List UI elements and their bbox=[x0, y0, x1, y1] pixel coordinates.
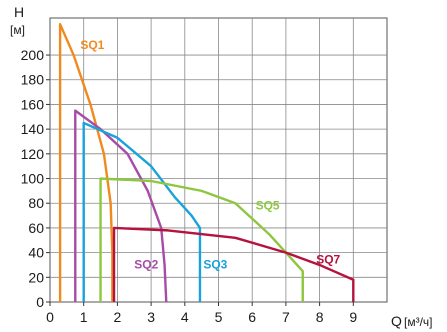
y-tick-label: 60 bbox=[28, 220, 44, 236]
series-line-sq2 bbox=[74, 109, 168, 302]
x-tick-label: 9 bbox=[349, 309, 357, 325]
x-tick-label: 8 bbox=[316, 309, 324, 325]
y-tick-label: 40 bbox=[28, 245, 44, 261]
y-tick-label: 140 bbox=[21, 121, 45, 137]
x-tick-label: 2 bbox=[114, 309, 122, 325]
x-tick-label: 3 bbox=[147, 309, 155, 325]
y-tick-label: 120 bbox=[21, 146, 45, 162]
series-label-sq7: SQ7 bbox=[316, 253, 340, 267]
series-label-sq3: SQ3 bbox=[203, 258, 227, 272]
y-tick-labels: 0 20 40 60 80 100 120 140 160 180 200 bbox=[21, 47, 45, 310]
x-axis-unit: [м³/ч] bbox=[404, 315, 433, 329]
y-tick-label: 100 bbox=[21, 171, 45, 187]
y-tick-label: 0 bbox=[36, 294, 44, 310]
series-label-sq5: SQ5 bbox=[256, 198, 280, 212]
series-line-sq3 bbox=[82, 121, 202, 302]
series-label-sq2: SQ2 bbox=[134, 258, 158, 272]
x-tick-label: 0 bbox=[46, 309, 54, 325]
x-axis-symbol: Q bbox=[391, 313, 402, 329]
y-axis-unit: [м] bbox=[10, 23, 25, 37]
series-group bbox=[58, 22, 355, 302]
y-tick-label: 20 bbox=[28, 269, 44, 285]
series-line-sq7 bbox=[112, 226, 355, 302]
x-tick-label: 7 bbox=[282, 309, 290, 325]
series-line-sq5 bbox=[99, 177, 304, 302]
y-tick-label: 80 bbox=[28, 195, 44, 211]
series-labels: SQ1 SQ2 SQ3 SQ5 SQ7 bbox=[80, 38, 340, 272]
x-tick-label: 4 bbox=[181, 309, 189, 325]
series-label-sq1: SQ1 bbox=[80, 38, 104, 52]
x-tick-label: 5 bbox=[215, 309, 223, 325]
y-tick-label: 160 bbox=[21, 96, 45, 112]
y-tick-label: 180 bbox=[21, 72, 45, 88]
x-tick-label: 1 bbox=[80, 309, 88, 325]
y-axis-symbol: H bbox=[14, 4, 24, 20]
x-tick-labels: 0 1 2 3 4 5 6 7 8 9 bbox=[46, 309, 357, 325]
y-tick-label: 200 bbox=[21, 47, 45, 63]
x-tick-label: 6 bbox=[248, 309, 256, 325]
